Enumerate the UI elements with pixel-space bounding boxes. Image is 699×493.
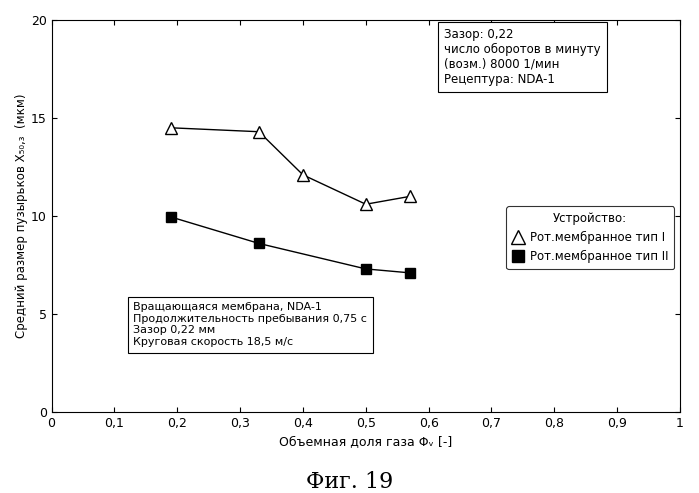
Text: Вращающаяся мембрана, NDA-1
Продолжительность пребывания 0,75 с
Зазор 0,22 мм
Кр: Вращающаяся мембрана, NDA-1 Продолжитель… — [134, 302, 367, 347]
Text: Фиг. 19: Фиг. 19 — [306, 471, 393, 493]
Text: Зазор: 0,22
число оборотов в минуту
(возм.) 8000 1/мин
Рецептура: NDA-1: Зазор: 0,22 число оборотов в минуту (воз… — [445, 28, 601, 86]
Y-axis label: Средний размер пузырьков X₅₀,₃  (мкм): Средний размер пузырьков X₅₀,₃ (мкм) — [15, 94, 28, 338]
Legend: Рот.мембранное тип I, Рот.мембранное тип II: Рот.мембранное тип I, Рот.мембранное тип… — [506, 206, 674, 269]
X-axis label: Объемная доля газа Φᵥ [-]: Объемная доля газа Φᵥ [-] — [279, 435, 452, 449]
